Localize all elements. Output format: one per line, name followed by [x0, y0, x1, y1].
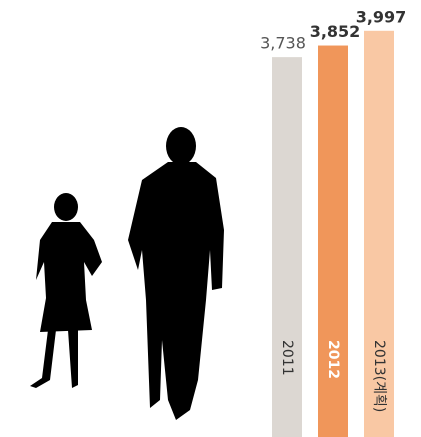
category-label: 2012 [325, 340, 341, 379]
bar [318, 45, 348, 437]
man-body [128, 162, 224, 420]
bar [364, 30, 394, 437]
bar [272, 57, 302, 437]
woman-legs [30, 330, 78, 388]
category-label: 2013(계획) [371, 340, 387, 412]
man-head [166, 127, 196, 165]
woman-body [36, 222, 102, 332]
silhouettes [30, 127, 224, 420]
woman-head [54, 193, 78, 221]
value-label: 3,852 [310, 22, 361, 41]
value-label: 3,738 [260, 34, 306, 53]
category-label: 2011 [279, 340, 295, 376]
value-label: 3,997 [356, 7, 407, 26]
